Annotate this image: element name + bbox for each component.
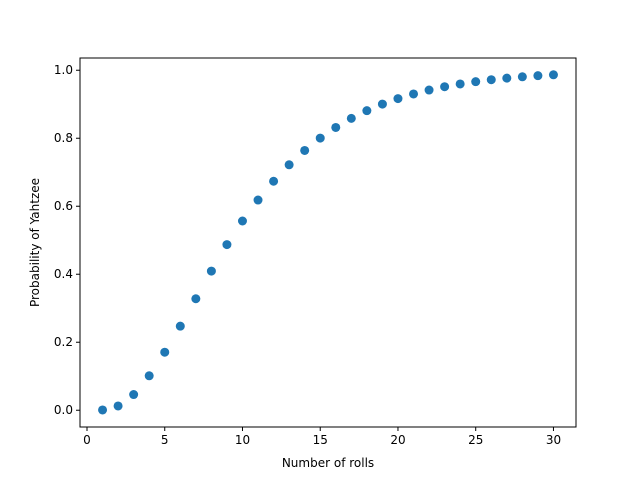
data-point <box>113 401 123 411</box>
data-point <box>269 176 279 186</box>
x-tick-label: 20 <box>390 433 405 447</box>
data-point <box>393 94 403 104</box>
data-point <box>284 160 294 170</box>
data-point <box>455 79 465 89</box>
x-tick-label: 25 <box>468 433 483 447</box>
x-tick-label: 0 <box>83 433 91 447</box>
data-point <box>315 133 325 143</box>
plot-frame <box>79 57 577 428</box>
data-point <box>346 113 356 123</box>
data-point <box>253 195 263 205</box>
y-tick-label: 0.2 <box>54 335 73 349</box>
plot-background <box>80 58 576 427</box>
x-tick-label: 30 <box>546 433 561 447</box>
data-point <box>237 216 247 226</box>
data-point <box>486 75 496 85</box>
data-point <box>377 99 387 109</box>
data-point <box>517 72 527 82</box>
x-axis-label: Number of rolls <box>282 456 374 470</box>
data-point <box>533 71 543 81</box>
y-axis-label: Probability of Yahtzee <box>28 178 42 307</box>
data-point <box>175 321 185 331</box>
y-tick-label: 0.6 <box>54 199 73 213</box>
data-point <box>331 122 341 132</box>
data-point <box>98 405 108 415</box>
x-tick-label: 15 <box>313 433 328 447</box>
data-point <box>362 106 372 116</box>
x-tick-label: 5 <box>161 433 169 447</box>
data-point <box>502 73 512 83</box>
data-point <box>144 371 154 381</box>
x-axis-ticks: 0 5 10 15 20 25 30 <box>83 427 561 447</box>
data-point <box>548 70 558 80</box>
data-point <box>409 89 419 99</box>
data-point <box>129 390 139 400</box>
data-point <box>300 145 310 155</box>
y-tick-label: 0.0 <box>54 403 73 417</box>
x-tick-label: 10 <box>235 433 250 447</box>
y-tick-label: 0.4 <box>54 267 73 281</box>
data-point <box>440 82 450 92</box>
y-tick-label: 1.0 <box>54 63 73 77</box>
data-points <box>98 70 558 415</box>
y-tick-label: 0.8 <box>54 131 73 145</box>
y-axis-ticks: 0.0 0.2 0.4 0.6 0.8 1.0 <box>54 63 80 417</box>
data-point <box>424 85 434 95</box>
data-point <box>206 266 216 276</box>
data-point <box>191 294 201 304</box>
data-point <box>160 347 170 357</box>
data-point <box>471 77 481 87</box>
data-point <box>222 240 232 250</box>
